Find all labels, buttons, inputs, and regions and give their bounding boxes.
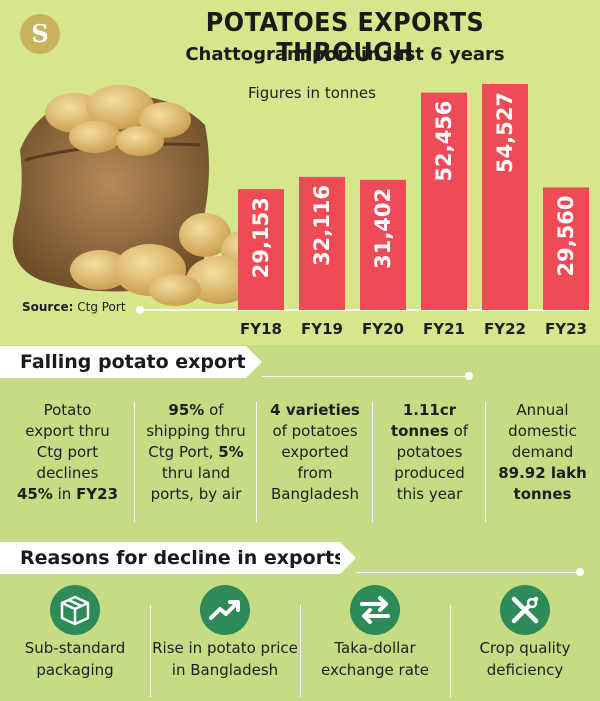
category-label: FY19 [301, 320, 343, 338]
falling-heading: Falling potato export [20, 351, 246, 373]
page-title: POTATOES EXPORTS THROUGH [205, 8, 485, 68]
reasons-rule [356, 572, 578, 573]
exchange-icon [350, 585, 400, 635]
reason-label: Sub-standard packaging [24, 639, 126, 679]
bar-value-label: 52,456 [432, 101, 456, 182]
bar-value-label: 29,560 [554, 195, 578, 276]
bar-fy23 [543, 187, 589, 310]
reasons-heading: Reasons for decline in exports [20, 547, 346, 569]
source-note: Source: Ctg Port [22, 300, 126, 314]
reason-label: Crop quality deficiency [479, 639, 571, 679]
reasons-row: Sub-standard packaging Rise in potato pric… [0, 585, 600, 701]
bar-chart: 29,153 FY18 32,116 FY19 31,402 FY20 52,456 FY21… [136, 84, 590, 338]
trend-up-icon [200, 585, 250, 635]
category-label: FY23 [545, 320, 587, 338]
reason-label: Taka-dollar exchange rate [320, 639, 430, 679]
bar-fy20 [360, 179, 406, 310]
falling-rule-dot [465, 372, 473, 380]
reasons-banner: Reasons for decline in exports [0, 542, 356, 574]
units-label: Figures in tonnes [248, 84, 376, 102]
reasons-rule-dot [576, 568, 584, 576]
stat-item: Annual domestic demand 89.92 lakh tonnes [498, 401, 587, 503]
category-label: FY18 [240, 320, 282, 338]
logo: S [20, 14, 60, 54]
category-label: FY20 [362, 320, 404, 338]
bar-fy19 [299, 176, 345, 310]
falling-banner: Falling potato export [0, 346, 262, 378]
page-subtitle: Chattogram port in last 6 years [185, 44, 505, 65]
stat-item: 4 varieties of potatoes exported from Bangla… [270, 401, 360, 503]
stat-item: 95% of shipping thru Ctg Port, 5% thru land… [146, 401, 246, 503]
stats-row: Potato export thru Ctg port declines 45% in … [0, 400, 600, 530]
bar-value-label: 54,527 [493, 92, 517, 173]
bar-fy21 [421, 92, 467, 311]
bar-fy22 [482, 84, 528, 310]
bar-value-label: 29,153 [249, 197, 273, 278]
package-icon [50, 585, 100, 635]
bar-value-label: 31,402 [371, 188, 395, 269]
stat-item: 1.11cr tonnes of potatoes produced this year [390, 401, 469, 503]
chart-panel: S POTATOES EXPORTS THROUGH Chattogram po… [0, 0, 600, 345]
chart-baseline-dot [136, 306, 144, 314]
quality-x-icon [500, 585, 550, 635]
category-label: FY21 [423, 320, 465, 338]
bar-fy18 [238, 189, 284, 310]
falling-rule [262, 376, 467, 377]
reason-label: Rise in potato price in Bangladesh [152, 639, 298, 679]
potato-sack-illustration [12, 85, 269, 306]
bar-value-label: 32,116 [310, 185, 334, 266]
stat-item: Potato export thru Ctg port declines 45% in … [16, 401, 119, 503]
category-label: FY22 [484, 320, 526, 338]
